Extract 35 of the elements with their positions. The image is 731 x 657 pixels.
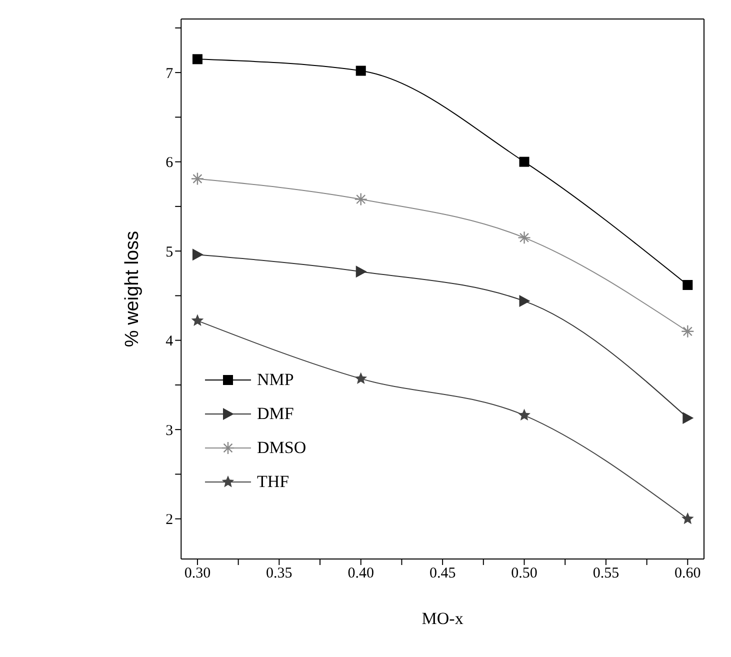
x-tick-label: 0.45 <box>429 566 456 582</box>
point <box>519 156 530 167</box>
point <box>519 295 530 308</box>
x-tick-label: 0.50 <box>511 566 538 582</box>
x-tick-label: 0.40 <box>348 566 374 582</box>
x-axis-title: MO-x <box>422 609 464 628</box>
y-tick-label: 4 <box>166 334 174 350</box>
point <box>518 408 530 421</box>
x-tick-label: 0.55 <box>592 566 620 582</box>
point <box>191 314 204 326</box>
x-tick-label: 0.30 <box>184 566 211 582</box>
y-tick-label: 3 <box>166 422 174 439</box>
x-tick-label: 0.60 <box>674 566 701 582</box>
point <box>681 512 694 524</box>
y-tick-label: 5 <box>166 244 174 260</box>
point <box>356 266 367 278</box>
y-tick-label: 6 <box>166 155 174 172</box>
point <box>356 66 366 76</box>
point <box>354 192 368 206</box>
point <box>681 324 694 338</box>
legend-label: THF <box>257 472 290 492</box>
y-tick-label: 2 <box>166 512 174 528</box>
point <box>190 172 204 186</box>
legend-label: DMF <box>257 404 294 424</box>
y-tick-label: 7 <box>166 66 174 82</box>
legend-label: DMSO <box>257 438 306 458</box>
point <box>682 280 693 290</box>
point <box>518 231 531 244</box>
point <box>354 372 368 384</box>
legend-label: NMP <box>257 370 294 390</box>
point <box>682 412 694 424</box>
x-tick-label: 0.35 <box>266 566 292 582</box>
point <box>192 248 204 261</box>
y-axis-title: % weight loss <box>122 230 143 348</box>
point <box>192 54 202 64</box>
